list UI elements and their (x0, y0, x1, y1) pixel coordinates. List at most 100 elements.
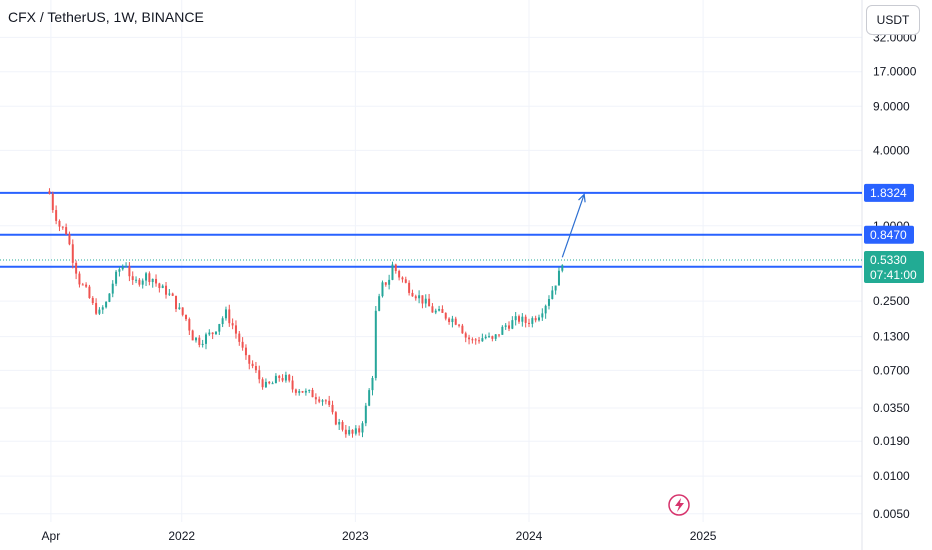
candle-body (521, 316, 524, 322)
candle-body (194, 337, 197, 341)
candle-body (148, 273, 151, 283)
event-marker[interactable] (668, 494, 690, 516)
candle-body (547, 298, 550, 306)
candle-body (511, 320, 514, 329)
candle-body (324, 400, 327, 402)
candle-body (418, 295, 421, 299)
candle-body (401, 277, 404, 280)
candle-body (478, 340, 481, 342)
candle-body (498, 334, 501, 336)
candle-body (151, 278, 154, 283)
y-tick-label: 0.0700 (873, 363, 910, 377)
candle-body (474, 339, 477, 341)
candle-body (391, 264, 394, 280)
candle-body (171, 293, 174, 296)
y-tick-label: 0.0050 (873, 507, 910, 521)
candle-body (291, 380, 294, 390)
candle-body (238, 333, 241, 342)
candle-body (251, 363, 254, 367)
candle-body (138, 279, 141, 285)
candle-body (494, 334, 497, 339)
x-axis[interactable]: Apr 2022 2023 2024 2025 (42, 529, 717, 543)
candle-body (221, 318, 224, 325)
candle-body (308, 389, 311, 391)
candle-body (331, 404, 334, 413)
candle-body (321, 400, 324, 402)
candle-body (268, 381, 271, 384)
candle-body (527, 322, 530, 324)
candle-body (258, 370, 261, 380)
x-tick-label: Apr (42, 529, 61, 543)
candle-body (311, 389, 314, 398)
candle-body (211, 332, 214, 335)
x-tick-label: 2025 (690, 529, 717, 543)
candle-body (158, 283, 161, 289)
chart-grid (0, 0, 863, 550)
candle-body (318, 399, 321, 402)
candle-body (185, 314, 188, 320)
candle-body (361, 423, 364, 433)
candle-body (441, 309, 444, 313)
candle-body (155, 278, 158, 284)
candle-body (78, 273, 81, 285)
candle-body (208, 332, 211, 335)
arrow-line[interactable] (561, 194, 585, 258)
candle-body (218, 324, 221, 332)
horizontal-levels[interactable] (0, 191, 862, 268)
candle-body (141, 280, 144, 285)
candle-body (514, 316, 517, 321)
candle-body (414, 296, 417, 299)
candle-body (314, 397, 317, 400)
symbol-title[interactable]: CFX / TetherUS, 1W, BINANCE (8, 9, 204, 25)
candle-body (121, 266, 124, 270)
candle-body (381, 282, 384, 297)
candle-body (518, 316, 521, 322)
candle-body (61, 226, 64, 228)
y-tick-label: 0.0100 (873, 469, 910, 483)
candle-body (284, 374, 287, 381)
candle-body (468, 337, 471, 340)
level-badge-label: 1.8324 (870, 186, 907, 200)
candle-body (108, 293, 111, 302)
y-tick-label: 4.0000 (873, 143, 910, 157)
candle-body (48, 191, 51, 194)
candle-body (68, 234, 71, 245)
candle-body (411, 292, 414, 297)
candle-body (55, 210, 58, 221)
candle-body (71, 244, 74, 263)
candle-body (371, 377, 374, 391)
candle-body (304, 390, 307, 393)
candle-body (531, 318, 534, 324)
candle-body (544, 305, 547, 314)
level-badge-label: 0.8470 (870, 228, 907, 242)
candle-body (481, 338, 484, 342)
candle-body (241, 341, 244, 348)
projection-arrow[interactable] (561, 193, 586, 258)
candle-body (341, 422, 344, 430)
candlestick-series (48, 188, 564, 438)
candle-body (58, 220, 61, 227)
candle-body (348, 429, 351, 435)
candle-body (448, 318, 451, 323)
bar-countdown-label: 07:41:00 (870, 268, 917, 282)
candle-body (534, 318, 537, 321)
candle-body (231, 323, 234, 326)
candle-body (101, 307, 104, 310)
currency-button[interactable]: USDT (866, 5, 920, 35)
candle-body (384, 282, 387, 285)
y-axis[interactable]: 32.000017.00009.00004.00001.00000.25000.… (873, 30, 917, 520)
candle-body (454, 318, 457, 325)
candle-body (188, 319, 191, 331)
candle-body (298, 391, 301, 393)
candle-body (118, 269, 121, 272)
candle-body (444, 312, 447, 319)
candle-body (551, 290, 554, 299)
candle-body (378, 296, 381, 311)
candle-body (541, 313, 544, 318)
y-tick-label: 0.0190 (873, 434, 910, 448)
y-tick-label: 9.0000 (873, 99, 910, 113)
candle-body (394, 264, 397, 271)
candle-body (105, 301, 108, 308)
candle-body (88, 286, 91, 298)
